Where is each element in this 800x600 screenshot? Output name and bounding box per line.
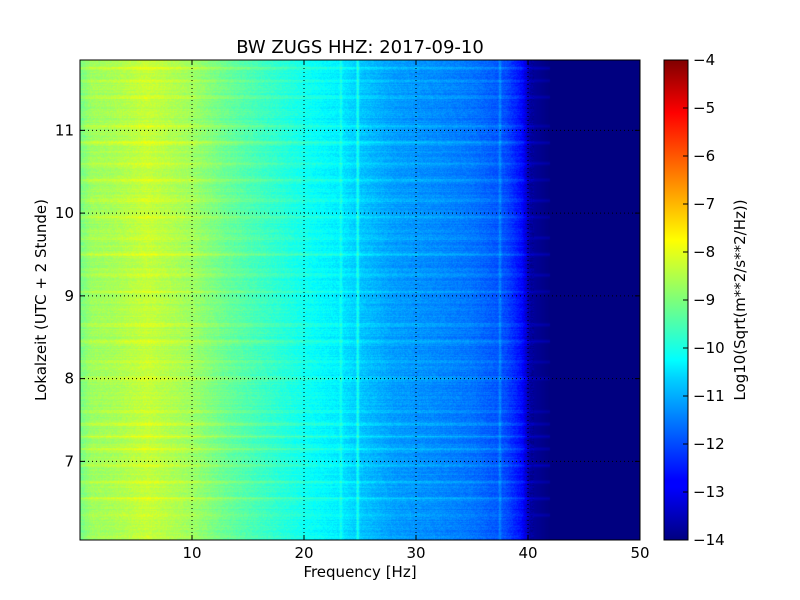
y-tick-label: 11 bbox=[55, 121, 74, 139]
colorbar-tick-label: −4 bbox=[693, 51, 715, 69]
x-tick-label: 10 bbox=[182, 544, 201, 562]
colorbar-tick-label: −12 bbox=[693, 435, 725, 453]
x-axis-label: Frequency [Hz] bbox=[303, 563, 416, 581]
colorbar-tick-label: −10 bbox=[693, 339, 725, 357]
x-tick-label: 30 bbox=[406, 544, 425, 562]
colorbar-label: Log10(Sqrt(m**2/s**2/Hz)) bbox=[731, 199, 749, 400]
x-tick-label: 50 bbox=[630, 544, 649, 562]
y-axis-ticks: 7 8 9 10 11 bbox=[55, 121, 640, 470]
colorbar-tick-label: −9 bbox=[693, 291, 715, 309]
chart-title: BW ZUGS HHZ: 2017-09-10 bbox=[236, 37, 484, 58]
colorbar-tick-label: −11 bbox=[693, 387, 725, 405]
colorbar-tick-label: −14 bbox=[693, 531, 725, 549]
y-tick-label: 7 bbox=[64, 452, 74, 470]
grid-lines bbox=[80, 60, 640, 540]
y-tick-label: 8 bbox=[64, 370, 74, 388]
colorbar-tick-label: −7 bbox=[693, 195, 715, 213]
colorbar-tick-label: −13 bbox=[693, 483, 725, 501]
colorbar-tick-label: −8 bbox=[693, 243, 715, 261]
y-axis-label: Lokalzeit (UTC + 2 Stunde) bbox=[32, 199, 50, 401]
colorbar-tick-label: −5 bbox=[693, 99, 715, 117]
x-axis-ticks: 10 20 30 40 50 bbox=[182, 60, 650, 562]
plot-frame bbox=[79, 59, 641, 541]
y-tick-label: 10 bbox=[55, 204, 74, 222]
x-tick-label: 40 bbox=[518, 544, 537, 562]
x-tick-label: 20 bbox=[294, 544, 313, 562]
spectrogram-image bbox=[80, 60, 640, 540]
colorbar-tick-label: −6 bbox=[693, 147, 715, 165]
y-tick-label: 9 bbox=[64, 287, 74, 305]
colorbar-ticks: −4 −5 −6 −7 −8 −9 −10 −11 −12 −13 −14 bbox=[683, 51, 725, 549]
